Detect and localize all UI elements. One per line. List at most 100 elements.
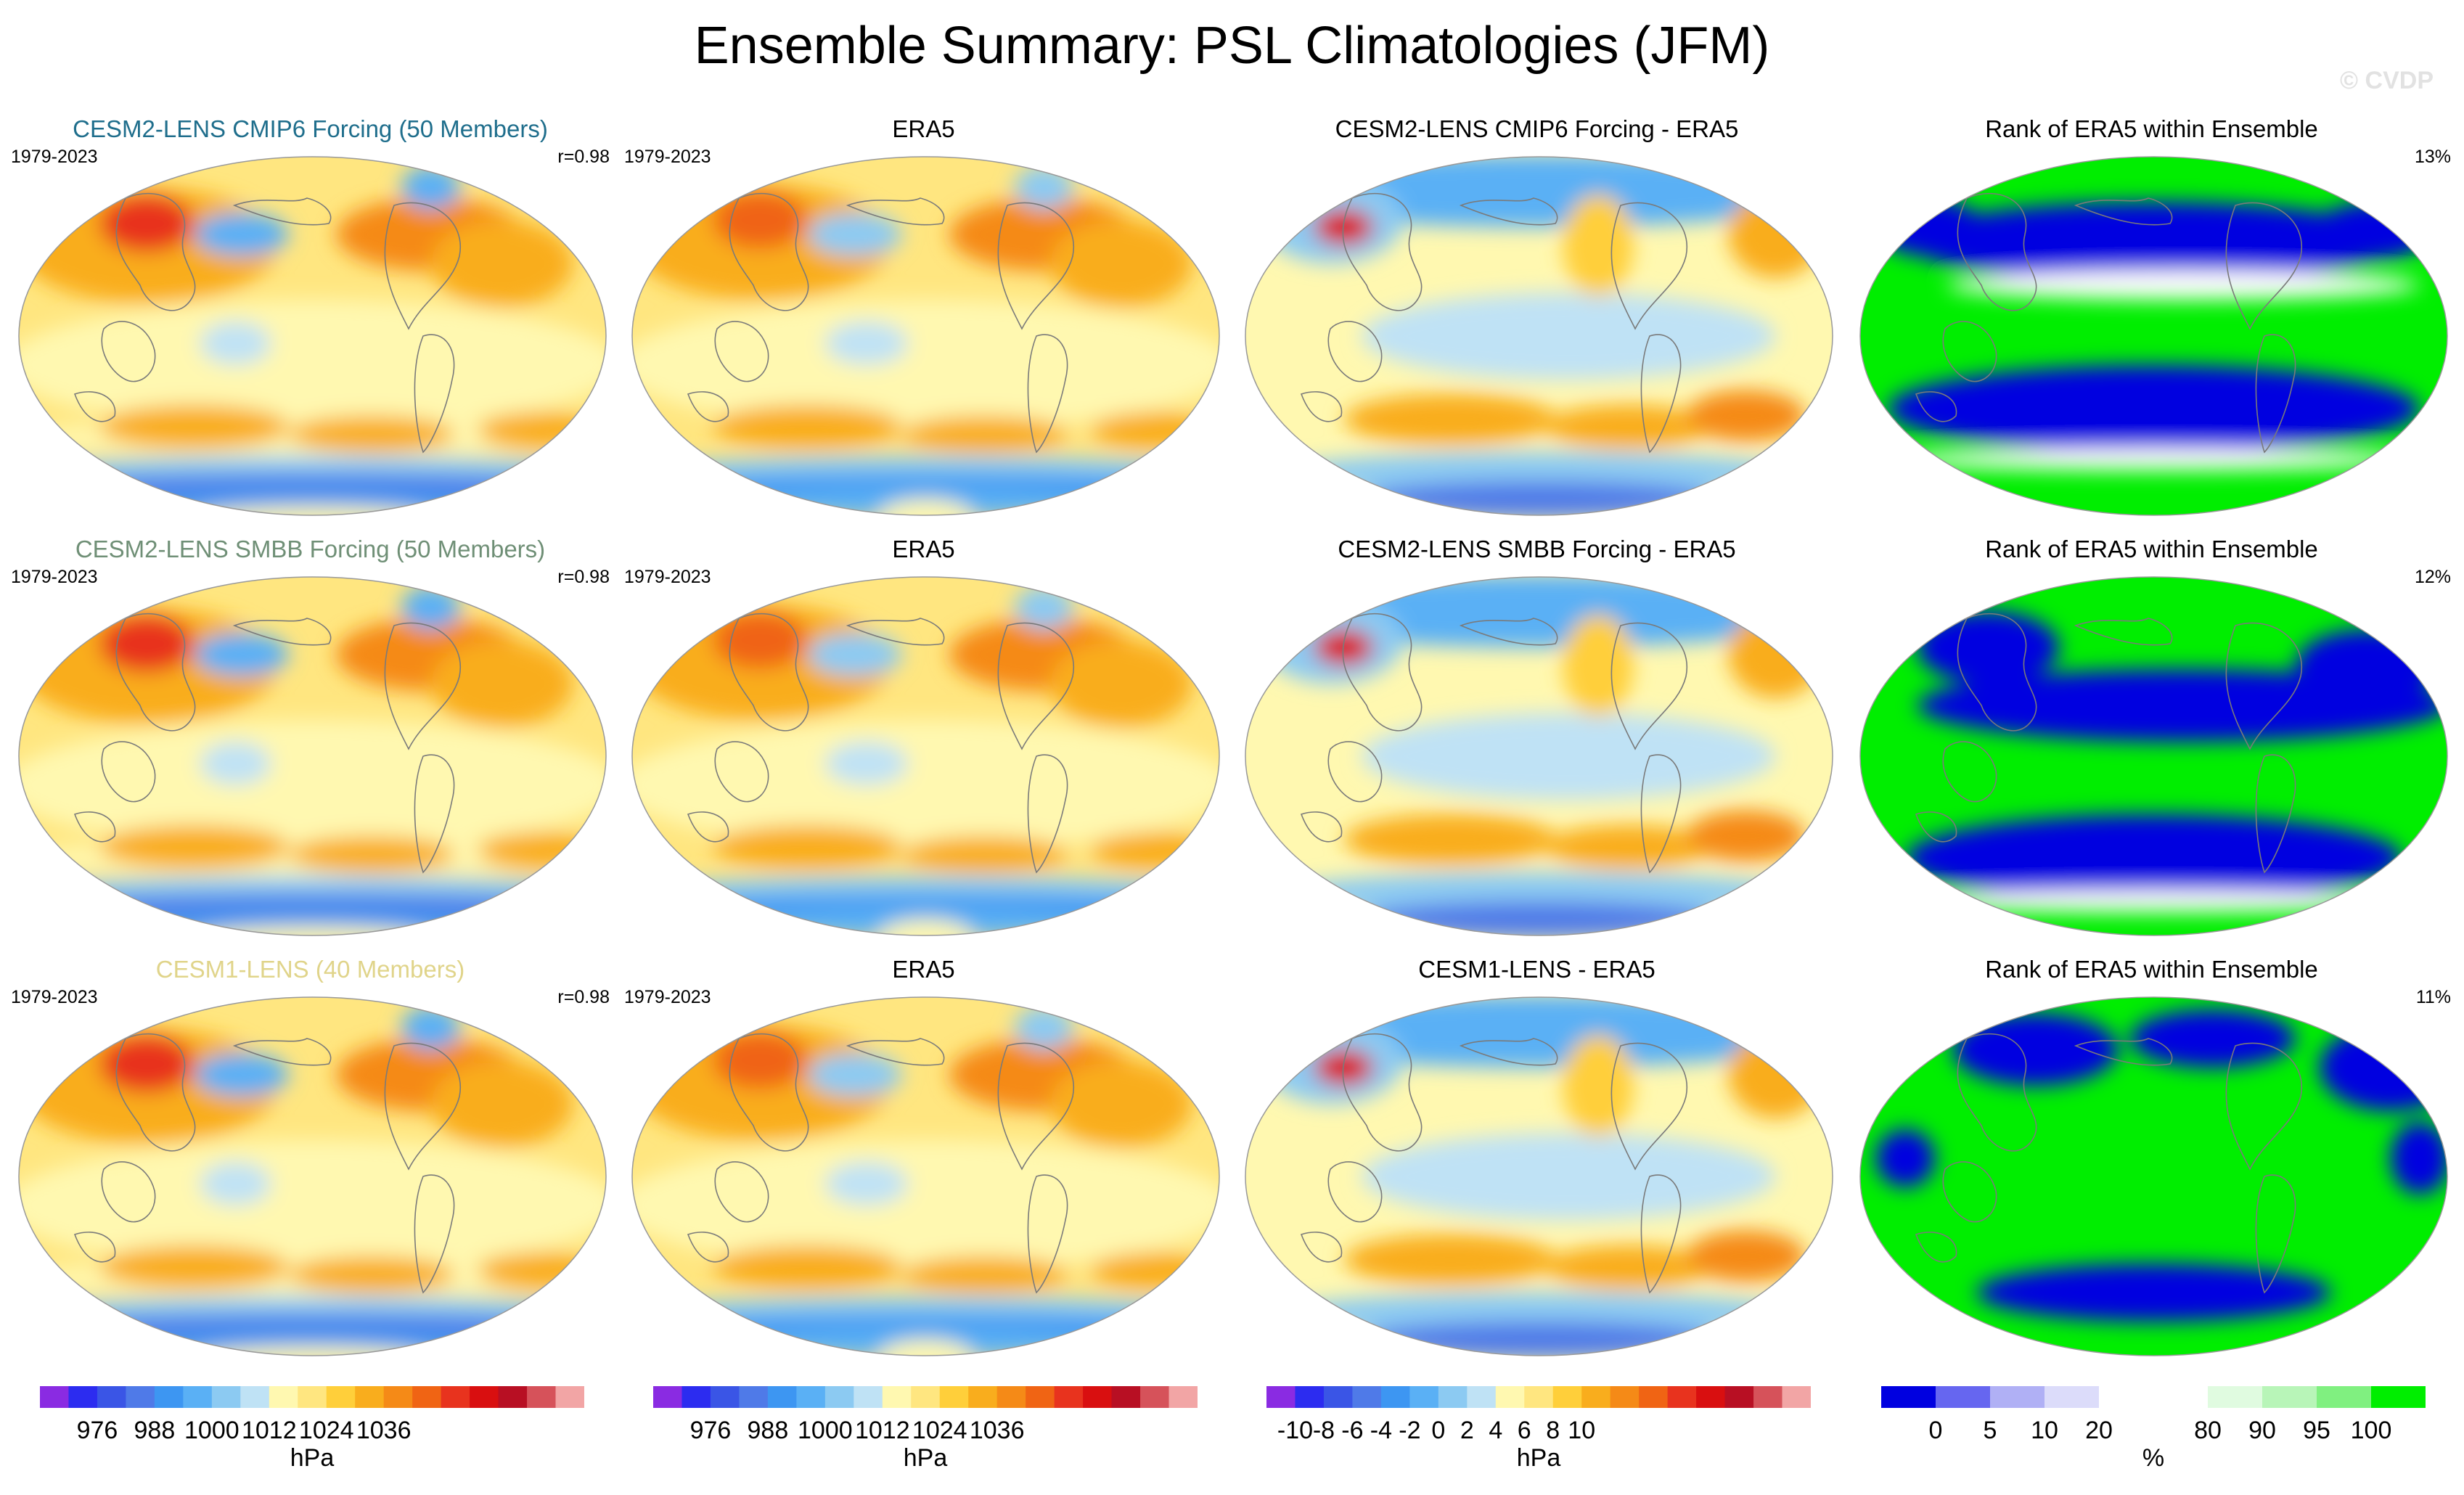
colorbar-swatch xyxy=(1323,1386,1353,1408)
colorbar-tick-label: -4 xyxy=(1370,1417,1393,1444)
rank-colorbar: 0 5 10 20 80 90 95 100% xyxy=(1881,1386,2447,1495)
diff-panel: CESM1-LENS - ERA5 xyxy=(1237,955,1836,1356)
field-region xyxy=(1091,832,1210,869)
rank-percent: 11% xyxy=(2415,987,2451,1007)
field-region xyxy=(713,191,808,249)
field-region xyxy=(1049,640,1192,727)
colorbar-tick-label: 0 xyxy=(1431,1417,1446,1444)
colorbar-tick-label: 976 xyxy=(76,1417,118,1444)
coastline xyxy=(384,1042,462,1171)
coastline xyxy=(232,618,332,646)
years-label: 1979-2023 xyxy=(11,987,98,1007)
field-region xyxy=(1947,271,2420,300)
field-region xyxy=(1887,365,2420,452)
coastline xyxy=(846,197,945,226)
coastline xyxy=(1942,741,1997,803)
coastline xyxy=(414,1174,455,1294)
colorbar-tick-label: 8 xyxy=(1546,1417,1560,1444)
colorbar-swatch xyxy=(968,1386,998,1408)
field-region xyxy=(632,1140,1219,1271)
coastline xyxy=(2074,197,2173,226)
field-region xyxy=(1544,1245,1711,1289)
field-region xyxy=(1976,1263,2331,1322)
colorbar-tick-label: -8 xyxy=(1312,1417,1335,1444)
map-border xyxy=(1245,576,1833,936)
coastline xyxy=(73,391,116,422)
colorbar-swatch xyxy=(240,1386,270,1408)
obs-panel: ERA5 1979-2023 xyxy=(624,115,1223,516)
field-contours xyxy=(632,1006,1219,1356)
colorbar-swatch xyxy=(97,1386,126,1408)
field-region xyxy=(430,220,573,307)
colorbar-swatch xyxy=(824,1386,854,1408)
coastlines xyxy=(687,1033,1075,1294)
colorbar-tick-label: 1012 xyxy=(241,1417,297,1444)
colorbar-swatch xyxy=(1610,1386,1640,1408)
coastline xyxy=(1610,1042,1688,1171)
colorbar-tick-label: 976 xyxy=(689,1417,732,1444)
coastline xyxy=(997,622,1075,750)
coastline xyxy=(687,811,729,843)
world-map xyxy=(1245,996,1833,1356)
coastline xyxy=(384,622,462,750)
field-region xyxy=(807,633,902,676)
world-map xyxy=(1859,576,2448,936)
coastlines xyxy=(1915,613,2303,874)
coastline xyxy=(1640,1174,1682,1294)
colorbar-swatch xyxy=(1724,1386,1754,1408)
field-region xyxy=(632,720,1219,851)
field-region xyxy=(99,194,195,253)
colorbar-swatch xyxy=(2153,1386,2209,1408)
colorbar-tick-label: 5 xyxy=(1983,1417,1997,1444)
coastline xyxy=(1300,391,1343,422)
map-border xyxy=(1859,996,2448,1356)
coastline xyxy=(1957,192,2037,311)
colorbar-swatch xyxy=(441,1386,470,1408)
coastline xyxy=(115,1033,196,1152)
panel-title: CESM1-LENS (40 Members) xyxy=(155,956,465,983)
colorbar-swatch xyxy=(1667,1386,1697,1408)
colorbar-swatch xyxy=(355,1386,385,1408)
coastline xyxy=(232,197,332,226)
model-panel: CESM1-LENS (40 Members) 1979-2023 r=0.98 xyxy=(11,955,610,1356)
colorbar-unit: hPa xyxy=(290,1444,335,1472)
field-region xyxy=(807,213,902,256)
coastline xyxy=(1942,1161,1997,1223)
colorbar-swatch xyxy=(854,1386,883,1408)
coastline xyxy=(2255,754,2296,874)
coastline xyxy=(1327,321,1383,382)
panel-title: CESM2-LENS CMIP6 Forcing (50 Members) xyxy=(73,115,548,142)
coastline xyxy=(1640,334,1682,454)
colorbar-swatch xyxy=(2045,1386,2100,1408)
coastline xyxy=(2074,1038,2173,1066)
field-region xyxy=(1952,1013,2119,1086)
colorbar-swatch xyxy=(1524,1386,1554,1408)
colorbar-tick-label: 0 xyxy=(1928,1417,1943,1444)
field-region xyxy=(1563,1035,1634,1136)
colorbar-tick-label: -6 xyxy=(1341,1417,1364,1444)
years-label: 1979-2023 xyxy=(11,147,98,167)
colorbar-swatch xyxy=(40,1386,69,1408)
field-region xyxy=(1544,825,1711,869)
field-region xyxy=(2129,1009,2296,1068)
colorbar-swatch xyxy=(269,1386,298,1408)
coastlines xyxy=(1300,613,1688,874)
colorbar-swatch xyxy=(1266,1386,1296,1408)
coastline xyxy=(414,334,455,454)
colorbar-swatch xyxy=(1380,1386,1410,1408)
coastline xyxy=(101,321,156,382)
colorbar-swatch xyxy=(326,1386,356,1408)
panel-title: CESM2-LENS SMBB Forcing - ERA5 xyxy=(1338,536,1736,562)
colorbar-swatch xyxy=(68,1386,98,1408)
coastline xyxy=(232,1038,332,1066)
coastline xyxy=(2225,1042,2303,1171)
field-region xyxy=(194,633,289,676)
colorbar-tick-label: 95 xyxy=(2303,1417,2330,1444)
panel-title: CESM2-LENS CMIP6 Forcing - ERA5 xyxy=(1335,115,1739,142)
coastline xyxy=(73,1232,116,1263)
field-region xyxy=(1362,1133,1776,1220)
colorbar-swatches xyxy=(1266,1386,1811,1408)
field-region xyxy=(1314,1049,1374,1086)
pattern-correlation: r=0.98 xyxy=(557,987,610,1007)
coastline xyxy=(73,811,116,843)
